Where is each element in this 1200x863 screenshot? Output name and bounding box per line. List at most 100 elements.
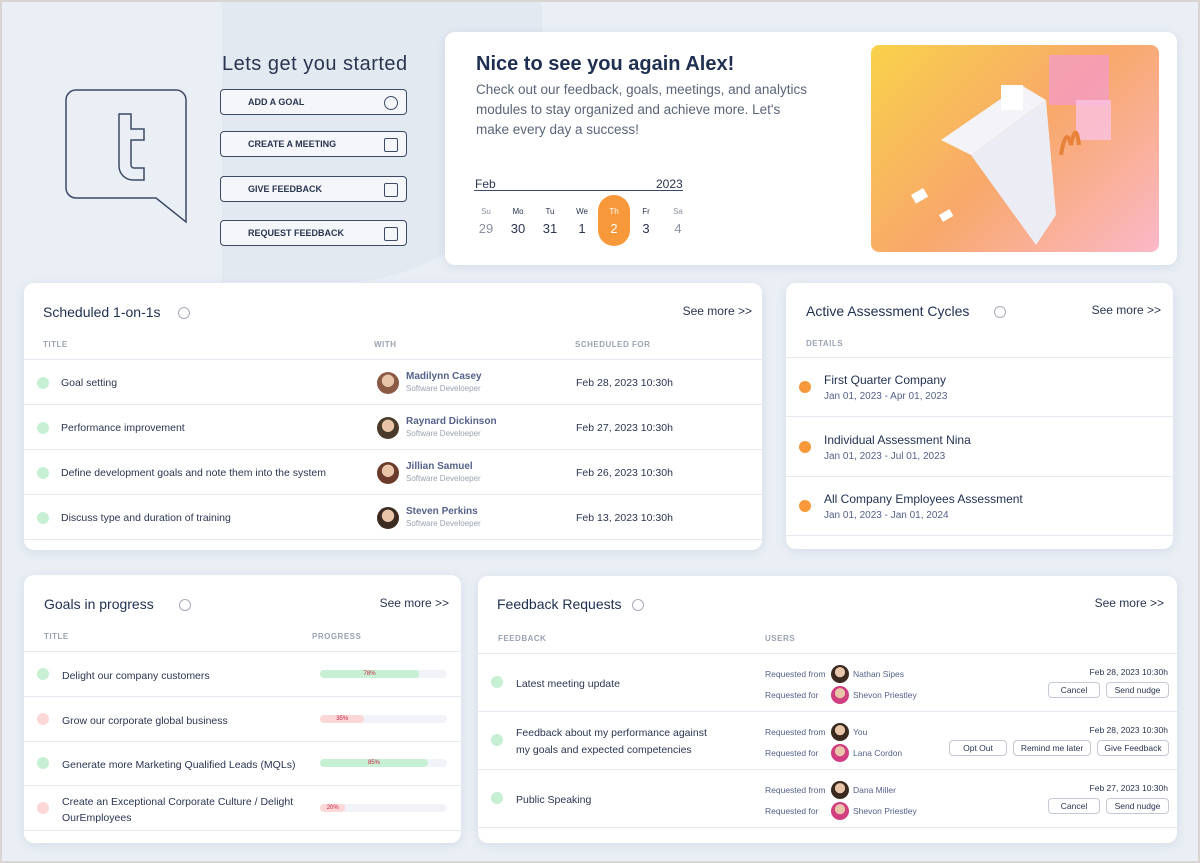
column-header: SCHEDULED FOR — [575, 340, 651, 349]
row-divider — [786, 357, 1173, 358]
goals-card — [24, 575, 461, 843]
action-label[interactable]: CREATE A MEETING — [248, 139, 337, 149]
status-dot — [491, 792, 503, 804]
status-dot — [799, 381, 811, 393]
person-role: Software Develoeper — [406, 474, 481, 483]
recipient-name: Shevon Priestley — [853, 806, 917, 816]
feedback-title: Public Speaking — [516, 794, 592, 806]
cycle-name: First Quarter Company — [824, 373, 947, 387]
see-more-link[interactable]: See more >> — [1091, 303, 1161, 317]
weekday: Tu — [545, 207, 555, 216]
goal-title: Create an Exceptional Corporate Culture … — [62, 796, 294, 825]
progress-bar — [320, 804, 346, 813]
weekday: Mo — [512, 207, 524, 216]
calendar-month: Feb — [475, 177, 496, 191]
from-label: Requested from — [765, 669, 826, 679]
person-role: Software Develoeper — [406, 384, 481, 393]
feedback-title: Latest meeting update — [516, 678, 620, 690]
person-name: Madilynn Casey — [406, 371, 482, 382]
action-button[interactable]: Send nudge — [1106, 798, 1169, 814]
row-divider — [24, 830, 461, 832]
card-title: Goals in progress — [44, 596, 154, 612]
status-dot — [37, 467, 49, 479]
action-button[interactable]: Remind me later — [1013, 740, 1091, 756]
action-button[interactable]: Opt Out — [949, 740, 1007, 756]
row-divider — [24, 494, 762, 495]
row-divider — [478, 769, 1177, 770]
avatar — [377, 417, 399, 439]
see-more-link[interactable]: See more >> — [1094, 596, 1164, 610]
status-dot — [37, 802, 49, 815]
card-title: Active Assessment Cycles — [806, 303, 970, 319]
requester-name: You — [853, 727, 868, 737]
request-date: Feb 28, 2023 10:30h — [1089, 725, 1168, 735]
person-role: Software Develoeper — [406, 519, 481, 528]
welcome-text: Check out our feedback, goals, meetings,… — [476, 82, 807, 137]
goal-title: Grow our corporate global business — [62, 714, 228, 727]
day-number: 29 — [478, 221, 494, 236]
person-name: Raynard Dickinson — [406, 416, 497, 427]
row-divider — [24, 449, 762, 450]
avatar — [831, 802, 849, 820]
action-button[interactable]: REQUEST FEEDBACK — [220, 220, 407, 246]
status-dot — [491, 676, 503, 688]
request-date: Feb 28, 2023 10:30h — [1089, 667, 1168, 677]
row-divider — [24, 539, 762, 540]
start-title: Lets get you started — [222, 53, 408, 75]
from-label: Requested from — [765, 727, 826, 737]
feedback-title: Feedback about my performance against my… — [516, 727, 707, 756]
illustration — [871, 45, 1159, 252]
action-label[interactable]: GIVE FEEDBACK — [248, 184, 323, 194]
see-more-link[interactable]: See more >> — [379, 596, 449, 610]
row-divider — [24, 404, 762, 405]
day-number: 2 — [610, 221, 618, 236]
recipient-name: Shevon Priestley — [853, 690, 917, 700]
card-title: Scheduled 1-on-1s — [43, 304, 161, 320]
requester-name: Dana Miller — [853, 785, 896, 795]
day-number: 3 — [642, 221, 650, 236]
person-name: Jillian Samuel — [406, 461, 473, 472]
row-divider — [24, 651, 461, 652]
status-dot — [37, 668, 49, 680]
avatar — [831, 665, 849, 683]
meeting-title: Goal setting — [61, 377, 118, 389]
cycle-name: Individual Assessment Nina — [824, 432, 971, 447]
scheduled-time: Feb 27, 2023 10:30h — [576, 422, 673, 434]
row-divider — [478, 653, 1177, 654]
avatar — [831, 744, 849, 762]
action-button[interactable]: GIVE FEEDBACK — [220, 176, 407, 202]
avatar — [831, 781, 849, 799]
action-button[interactable]: Cancel — [1048, 798, 1100, 814]
for-label: Requested for — [765, 748, 819, 758]
row-divider — [24, 696, 461, 697]
action-button[interactable]: CREATE A MEETING — [220, 131, 407, 157]
weekday: Su — [481, 207, 491, 216]
avatar — [377, 372, 399, 394]
recipient-name: Lana Cordon — [853, 748, 903, 758]
column-header: PROGRESS — [312, 632, 362, 641]
meeting-title: Performance improvement — [61, 422, 185, 434]
action-button[interactable]: ADD A GOAL — [220, 89, 407, 115]
column-header: TITLE — [43, 340, 68, 349]
status-dot — [37, 757, 49, 770]
info-icon — [632, 599, 645, 611]
scheduled-time: Feb 13, 2023 10:30h — [576, 512, 673, 524]
avatar — [377, 462, 399, 484]
action-button[interactable]: Give Feedback — [1097, 740, 1169, 756]
action-label[interactable]: ADD A GOAL — [248, 97, 305, 107]
column-header: TITLE — [44, 632, 69, 641]
row-divider — [786, 475, 1173, 477]
weekday: Sa — [673, 207, 683, 216]
action-button[interactable]: Send nudge — [1106, 682, 1169, 698]
welcome-card: Nice to see you again Alex! Check out ou… — [445, 32, 1177, 265]
one-on-ones-card — [24, 283, 762, 550]
action-button[interactable]: Cancel — [1048, 682, 1100, 698]
row-divider — [24, 740, 461, 742]
info-icon — [178, 307, 191, 319]
action-label[interactable]: REQUEST FEEDBACK — [248, 228, 345, 238]
calendar-line — [474, 190, 683, 191]
row-divider — [478, 827, 1177, 828]
cycle-name: All Company Employees Assessment — [824, 492, 1023, 506]
see-more-link[interactable]: See more >> — [682, 304, 752, 318]
